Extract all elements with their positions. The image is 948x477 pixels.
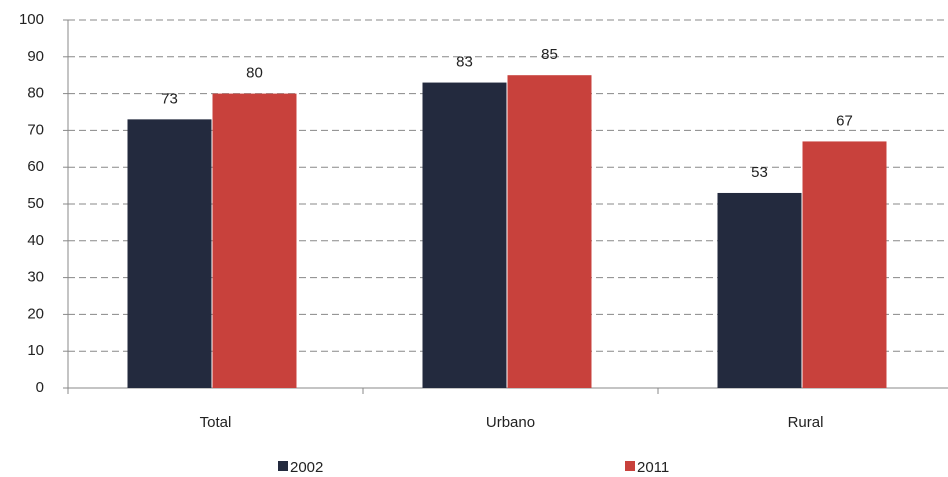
value-label: 85 xyxy=(541,46,558,63)
bar xyxy=(802,141,887,388)
y-tick-label: 70 xyxy=(27,121,44,138)
bar xyxy=(717,192,802,388)
y-tick-label: 90 xyxy=(27,48,44,65)
y-tick-label: 60 xyxy=(27,158,44,175)
y-tick-label: 100 xyxy=(19,11,44,28)
value-label: 83 xyxy=(456,54,473,71)
bar xyxy=(127,119,212,389)
x-tick-label: Total xyxy=(200,414,232,431)
bar xyxy=(212,93,297,388)
legend-swatch xyxy=(278,461,288,471)
value-label: 80 xyxy=(246,65,263,82)
legend-swatch xyxy=(625,461,635,471)
value-label: 53 xyxy=(751,164,768,181)
bar xyxy=(507,75,592,388)
y-tick-label: 30 xyxy=(27,269,44,286)
legend-label: 2002 xyxy=(290,459,323,476)
bar xyxy=(422,82,507,388)
y-tick-label: 20 xyxy=(27,305,44,322)
y-tick-label: 0 xyxy=(36,379,44,396)
y-tick-label: 80 xyxy=(27,85,44,102)
value-label: 67 xyxy=(836,112,853,129)
x-tick-label: Urbano xyxy=(486,414,535,431)
y-tick-label: 10 xyxy=(27,342,44,359)
x-tick-label: Rural xyxy=(788,414,824,431)
y-tick-label: 40 xyxy=(27,232,44,249)
value-label: 73 xyxy=(161,90,178,107)
legend-label: 2011 xyxy=(637,459,669,476)
y-tick-label: 50 xyxy=(27,195,44,212)
